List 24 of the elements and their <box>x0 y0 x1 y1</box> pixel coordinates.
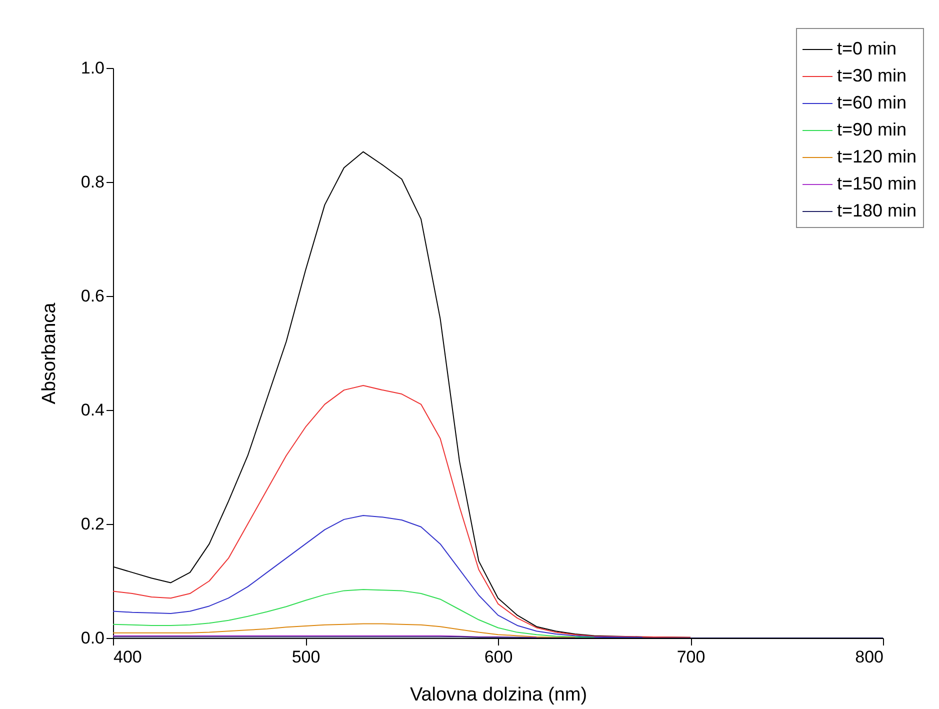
y-tick-label: 0.2 <box>80 514 104 534</box>
y-tick-label: 0.4 <box>80 400 104 420</box>
line-series <box>113 514 643 638</box>
y-tick-label: 0.0 <box>80 628 104 648</box>
legend-label: t=150 min <box>837 174 917 194</box>
x-tick-label: 800 <box>855 648 884 666</box>
x-tick-label: 700 <box>676 648 706 666</box>
legend-label: t=180 min <box>837 200 917 220</box>
x-tick-label: 500 <box>292 648 320 666</box>
y-tick-label: 0.6 <box>80 286 104 306</box>
legend-label: t=30 min <box>837 66 907 86</box>
legend-label: t=0 min <box>837 38 897 58</box>
legend-label: t=120 min <box>837 146 917 166</box>
y-tick-label: 1.0 <box>80 58 104 78</box>
legend-label: t=90 min <box>837 120 907 140</box>
y-axis-title: Absorbanca <box>38 302 60 404</box>
x-tick-label: 600 <box>484 648 513 666</box>
line-series <box>113 589 595 638</box>
x-axis-title: Valovna dolzina (nm) <box>410 684 588 706</box>
y-tick-label: 0.8 <box>80 172 104 192</box>
line-series <box>113 384 691 638</box>
legend-label: t=60 min <box>837 92 907 112</box>
line-series <box>113 623 576 638</box>
x-tick-label: 400 <box>114 648 142 666</box>
